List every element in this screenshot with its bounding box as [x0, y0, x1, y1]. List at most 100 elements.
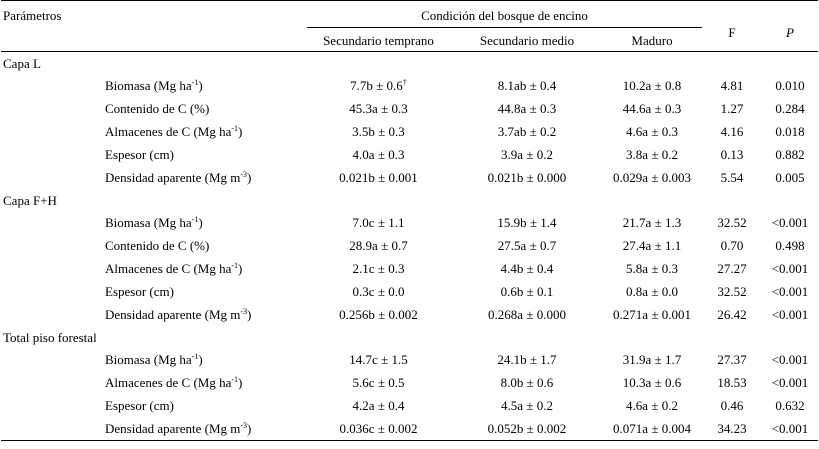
- parameter-label: Biomasa (Mg ha: [105, 352, 192, 367]
- section-row: Capa L: [1, 52, 818, 75]
- parameter-close: ): [238, 124, 243, 139]
- table-row: Almacenes de C (Mg ha-1) 5.6c ± 0.5 8.0b ±…: [1, 371, 818, 394]
- parameter-name: Espesor (cm): [97, 280, 305, 303]
- header-row-1: Parámetros Condición del bosque de encin…: [1, 0, 818, 29]
- parameter-label: Densidad aparente (Mg m: [105, 170, 241, 185]
- value-text: 4.2a ± 0.4: [352, 398, 405, 413]
- table-row: Biomasa (Mg ha-1) 7.0c ± 1.1 15.9b ± 1.4 21…: [1, 211, 818, 234]
- value-f: 32.52: [717, 215, 747, 230]
- parameter-exponent: -1: [231, 124, 239, 133]
- value-p: <0.001: [771, 375, 809, 390]
- header-group-title: Condición del bosque de encino: [305, 0, 702, 29]
- table-row: Espesor (cm) 4.2a ± 0.4 4.5a ± 0.2 4.6a ± 0…: [1, 394, 818, 417]
- header-f: F: [702, 21, 762, 44]
- parameter-name: Almacenes de C (Mg ha-1): [97, 257, 305, 280]
- value-text: 0.021b ± 0.001: [339, 170, 418, 185]
- value-f: 27.27: [717, 261, 747, 276]
- header-parametros: Parámetros: [1, 0, 97, 29]
- parameter-exponent: -3: [240, 421, 248, 430]
- value-secundario-medio: 0.052b ± 0.002: [452, 417, 602, 441]
- value-secundario-temprano: 28.9a ± 0.7: [305, 234, 452, 257]
- section-title: Total piso forestal: [3, 329, 97, 345]
- value-p: 0.018: [775, 124, 805, 139]
- table-row: Almacenes de C (Mg ha-1) 3.5b ± 0.3 3.7ab …: [1, 120, 818, 143]
- value-text: 5.6c ± 0.5: [352, 375, 405, 390]
- value-f: 32.52: [717, 284, 747, 299]
- parameter-name: Almacenes de C (Mg ha-1): [97, 371, 305, 394]
- value-p: <0.001: [771, 284, 809, 299]
- table-row: Contenido de C (%) 45.3a ± 0.3 44.8a ± 0.3…: [1, 97, 818, 120]
- parameter-exponent: -1: [191, 215, 199, 224]
- parameter-name: Contenido de C (%): [97, 97, 305, 120]
- table-row: Espesor (cm) 0.3c ± 0.0 0.6b ± 0.1 0.8a ± 0…: [1, 280, 818, 303]
- parameter-name: Almacenes de C (Mg ha-1): [97, 120, 305, 143]
- value-maduro: 4.6a ± 0.2: [626, 398, 678, 413]
- value-secundario-temprano: 14.7c ± 1.5: [305, 348, 452, 371]
- table-row: Densidad aparente (Mg m-3) 0.036c ± 0.002…: [1, 417, 818, 441]
- value-maduro: 31.9a ± 1.7: [622, 352, 682, 367]
- value-secundario-temprano: 0.256b ± 0.002: [305, 303, 452, 326]
- parameter-name: Espesor (cm): [97, 143, 305, 166]
- parameter-name: Densidad aparente (Mg m-3): [97, 166, 305, 189]
- parameter-exponent: -1: [191, 352, 199, 361]
- value-secundario-temprano: 3.5b ± 0.3: [305, 120, 452, 143]
- section-title: Capa F+H: [3, 192, 57, 208]
- parameter-label: Densidad aparente (Mg m: [105, 307, 241, 322]
- value-f: 27.37: [717, 352, 747, 367]
- value-maduro: 27.4a ± 1.1: [622, 238, 682, 253]
- value-secundario-temprano: 4.0a ± 0.3: [305, 143, 452, 166]
- value-text: 28.9a ± 0.7: [349, 238, 408, 253]
- parameter-exponent: -1: [231, 261, 239, 270]
- value-secundario-temprano: 7.7b ± 0.6†: [305, 74, 452, 97]
- table-row: Densidad aparente (Mg m-3) 0.256b ± 0.002…: [1, 303, 818, 326]
- value-secundario-temprano: 0.036c ± 0.002: [305, 417, 452, 441]
- value-p: 0.882: [775, 147, 805, 162]
- parameter-close: ): [198, 215, 203, 230]
- value-secundario-medio: 8.1ab ± 0.4: [497, 78, 557, 93]
- parameter-label: Almacenes de C (Mg ha: [105, 124, 232, 139]
- value-f: 4.81: [720, 78, 744, 93]
- value-secundario-medio: 24.1b ± 1.7: [497, 352, 557, 367]
- value-p: <0.001: [771, 352, 809, 367]
- parameter-label: Contenido de C (%): [105, 238, 210, 253]
- parameter-name: Biomasa (Mg ha-1): [97, 74, 305, 97]
- value-f: 34.23: [702, 417, 762, 441]
- value-secundario-temprano: 45.3a ± 0.3: [305, 97, 452, 120]
- parameter-name: Densidad aparente (Mg m-3): [97, 303, 305, 326]
- value-secundario-temprano: 0.021b ± 0.001: [305, 166, 452, 189]
- value-maduro: 3.8a ± 0.2: [626, 147, 678, 162]
- value-secundario-medio: 3.7ab ± 0.2: [497, 124, 557, 139]
- value-f: 1.27: [720, 101, 744, 116]
- section-row: Capa F+H: [1, 189, 818, 211]
- parameter-label: Biomasa (Mg ha: [105, 78, 192, 93]
- parameter-close: ): [238, 375, 243, 390]
- parameter-name: Densidad aparente (Mg m-3): [97, 417, 305, 441]
- value-text: 14.7c ± 1.5: [349, 352, 408, 367]
- value-maduro: 0.8a ± 0.0: [626, 284, 678, 299]
- value-secundario-medio: 0.021b ± 0.000: [487, 170, 567, 185]
- table-row: Contenido de C (%) 28.9a ± 0.7 27.5a ± 0.7…: [1, 234, 818, 257]
- section-row: Total piso forestal: [1, 326, 818, 348]
- parameter-exponent: -1: [231, 375, 239, 384]
- value-text: 0.036c ± 0.002: [339, 421, 418, 436]
- value-maduro: 0.029a ± 0.003: [613, 170, 691, 185]
- table-row: Biomasa (Mg ha-1) 14.7c ± 1.5 24.1b ± 1.7 3…: [1, 348, 818, 371]
- table-row: Densidad aparente (Mg m-3) 0.021b ± 0.001…: [1, 166, 818, 189]
- value-secundario-temprano: 0.3c ± 0.0: [305, 280, 452, 303]
- parameter-close: ): [247, 307, 252, 322]
- value-secundario-medio: 0.6b ± 0.1: [500, 284, 554, 299]
- parameter-name: Biomasa (Mg ha-1): [97, 348, 305, 371]
- value-secundario-medio: 0.268a ± 0.000: [488, 307, 566, 322]
- value-maduro: 10.3a ± 0.6: [622, 375, 682, 390]
- value-f: 0.13: [720, 147, 744, 162]
- value-text: 7.7b ± 0.6: [350, 78, 403, 93]
- value-maduro: 10.2a ± 0.8: [622, 78, 682, 93]
- header-secundario-medio: Secundario medio: [452, 29, 602, 52]
- value-p: 0.498: [775, 238, 805, 253]
- parameter-exponent: -3: [240, 307, 248, 316]
- value-p: 0.005: [775, 170, 805, 185]
- parameter-close: ): [198, 78, 203, 93]
- parameter-close: ): [247, 170, 252, 185]
- value-secundario-medio: 4.4b ± 0.4: [500, 261, 554, 276]
